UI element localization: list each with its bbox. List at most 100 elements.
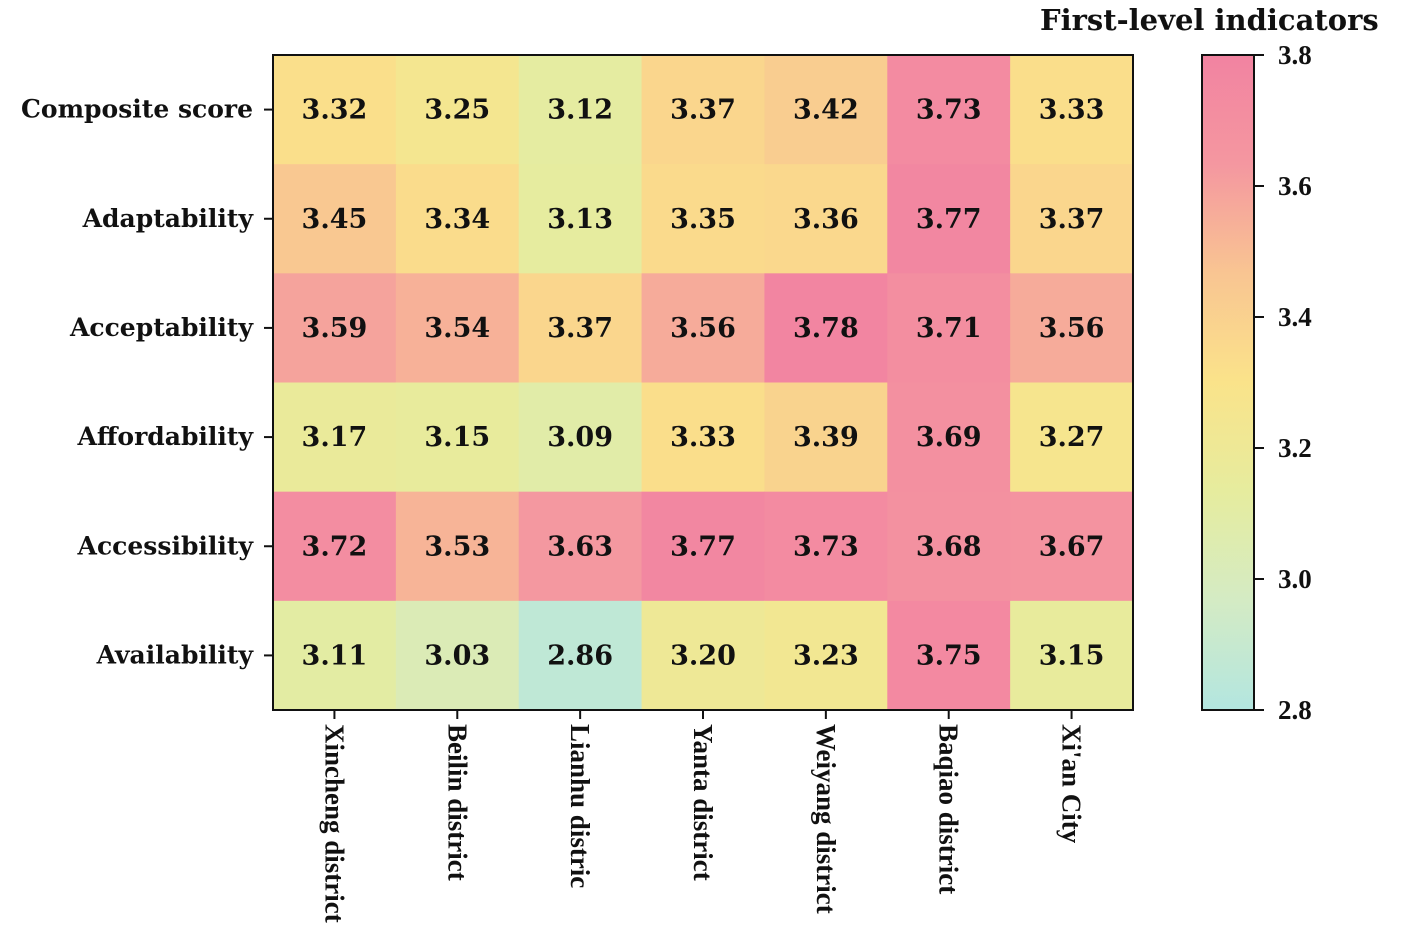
cell-value-label: 3.37 — [1039, 204, 1105, 235]
colorbar-gradient — [1201, 54, 1255, 711]
cell-value-label: 3.56 — [1039, 313, 1105, 344]
cell-value-label: 3.45 — [302, 204, 368, 235]
cell-value-label: 3.11 — [302, 640, 368, 671]
cell-value-label: 3.32 — [302, 95, 368, 126]
heatmap-cell — [1010, 600, 1134, 711]
heatmap-cell — [764, 382, 888, 493]
colorbar: 3.8 3.6 3.4 3.2 3.0 2.8 — [1201, 40, 1312, 725]
heatmap-cell — [641, 491, 765, 602]
cell-value-label: 3.54 — [424, 313, 490, 344]
row-label: Accessibility — [77, 531, 255, 560]
heatmap-cell — [395, 55, 520, 165]
heatmap-cell — [764, 600, 888, 711]
colorbar-tick-label: 3.0 — [1278, 564, 1312, 594]
cell-value-label: 3.75 — [916, 640, 982, 671]
heatmap-cell — [887, 55, 1011, 165]
heatmap-cell — [1010, 273, 1134, 383]
heatmap-cell — [641, 164, 765, 274]
column-label: Weiyang district — [811, 724, 841, 914]
colorbar-title: First-level indicators — [1040, 3, 1379, 37]
row-axis: Composite score Adaptability Acceptability… — [21, 95, 273, 669]
heatmap-cell — [273, 600, 397, 711]
heatmap-cell — [764, 164, 888, 274]
cell-value-label: 3.67 — [1039, 531, 1105, 562]
heatmap-cell — [887, 491, 1011, 602]
heatmap-cell — [1010, 55, 1134, 165]
cell-value-label: 3.13 — [547, 204, 613, 235]
heatmap-cell — [887, 382, 1011, 493]
cell-value-label: 3.33 — [670, 422, 736, 453]
colorbar-tick-label: 3.8 — [1278, 40, 1312, 70]
cell-value-label: 3.59 — [302, 313, 368, 344]
heatmap-cell — [518, 600, 643, 711]
heatmap-cell — [1010, 164, 1134, 274]
cell-value-label: 3.35 — [670, 204, 736, 235]
heatmap-cell — [395, 382, 520, 493]
cell-value-label: 3.63 — [547, 531, 613, 562]
heatmap-cell — [764, 55, 888, 165]
cell-value-label: 3.27 — [1039, 422, 1105, 453]
heatmap-cell — [641, 600, 765, 711]
cell-value-label: 3.73 — [916, 95, 982, 126]
cell-value-label: 3.37 — [547, 313, 613, 344]
cell-value-label: 3.15 — [1039, 640, 1105, 671]
heatmap-cell — [887, 273, 1011, 383]
heatmap-cell — [641, 55, 765, 165]
cell-value-label: 3.73 — [793, 531, 859, 562]
heatmap-cell — [395, 164, 520, 274]
cell-value-label: 3.72 — [302, 531, 368, 562]
cell-value-label: 3.25 — [424, 95, 490, 126]
cell-value-label: 3.42 — [793, 95, 859, 126]
heatmap-cell — [887, 164, 1011, 274]
colorbar-tick-label: 3.6 — [1278, 171, 1312, 201]
heatmap-cell — [518, 55, 643, 165]
column-label: Lianhu distric — [565, 724, 595, 888]
colorbar-tick-label: 3.4 — [1278, 302, 1312, 332]
cell-value-label: 3.09 — [547, 422, 613, 453]
cell-value-label: 3.36 — [793, 204, 859, 235]
heatmap-cell — [641, 273, 765, 383]
row-label: Affordability — [77, 422, 255, 451]
heatmap-cell — [1010, 491, 1134, 602]
heatmap-cell — [641, 382, 765, 493]
cell-value-label: 3.53 — [424, 531, 490, 562]
heatmap-cell — [518, 491, 643, 602]
row-label: Availability — [96, 640, 255, 669]
heatmap-cell — [518, 164, 643, 274]
heatmap-cell — [395, 273, 520, 383]
colorbar-tick-label: 3.2 — [1278, 433, 1312, 463]
heatmap-cell — [395, 491, 520, 602]
heatmap-cell — [764, 273, 888, 383]
column-label: Xi'an City — [1057, 724, 1087, 844]
heatmap-cell — [273, 164, 397, 274]
heatmap-cell — [395, 600, 520, 711]
column-label: Baqiao district — [934, 724, 964, 894]
cell-value-label: 3.34 — [424, 204, 490, 235]
cell-value-label: 3.71 — [916, 313, 982, 344]
row-label: Acceptability — [69, 313, 254, 342]
heatmap-cell — [887, 600, 1011, 711]
heatmap-cell — [1010, 382, 1134, 493]
column-label: Xincheng district — [319, 724, 349, 923]
cell-value-label: 3.12 — [547, 95, 613, 126]
heatmap-cell — [518, 273, 643, 383]
row-label: Adaptability — [82, 204, 255, 233]
cell-value-label: 3.68 — [916, 531, 982, 562]
row-label: Composite score — [21, 95, 253, 124]
cell-value-label: 3.78 — [793, 313, 859, 344]
column-label: Yanta district — [688, 724, 718, 881]
cell-value-label: 3.77 — [670, 531, 736, 562]
cell-value-label: 3.69 — [916, 422, 982, 453]
heatmap-cell — [273, 55, 397, 165]
heatmap-cell — [273, 382, 397, 493]
cell-value-label: 3.33 — [1039, 95, 1105, 126]
heatmap-cell — [764, 491, 888, 602]
cell-value-label: 3.39 — [793, 422, 859, 453]
heatmap-cell — [273, 491, 397, 602]
heatmap-cell — [273, 273, 397, 383]
column-label: Beilin district — [442, 724, 472, 881]
column-axis: Xincheng district Beilin district Lianhu d… — [319, 710, 1087, 923]
cell-value-label: 3.77 — [916, 204, 982, 235]
cell-value-label: 3.15 — [424, 422, 490, 453]
